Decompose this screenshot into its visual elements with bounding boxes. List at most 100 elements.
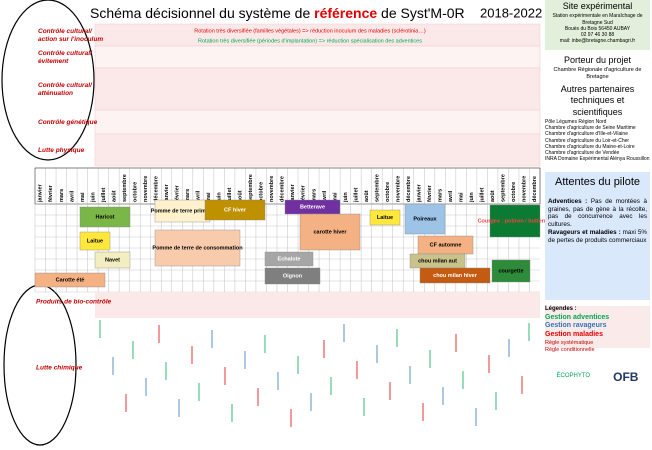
month-label: mars — [59, 189, 65, 202]
crop-label: chou milan hiver — [433, 273, 478, 279]
crop-label: Betterave — [300, 204, 325, 210]
legend-rule: Règle conditionnelle — [545, 346, 595, 353]
crop-label: CF hiver — [224, 207, 247, 213]
month-label: novembre — [269, 176, 275, 202]
month-label: février — [174, 184, 180, 202]
crop-block — [299, 213, 361, 251]
crop-label: Pomme de terre primeur — [151, 208, 215, 214]
partner-item: Pôle Légumes Région Nord — [545, 118, 607, 125]
attentes-text: Adventices : Pas de montées à graines, p… — [545, 198, 650, 245]
ravageurs-text: maxi 5% de pertes de produits commerciau… — [548, 229, 647, 245]
month-label: août — [364, 190, 370, 202]
month-label: mai — [459, 192, 465, 202]
month-label: janvier — [416, 183, 422, 203]
logo: ÉCOPHYTO — [556, 373, 591, 380]
month-label: septembre — [374, 174, 380, 202]
partners-title: Autres partenaires techniques et scienti… — [560, 84, 635, 117]
crop-block — [79, 206, 131, 228]
month-label: octobre — [259, 182, 265, 202]
month-label: avril — [69, 190, 75, 202]
crop-label: Haricot — [96, 214, 115, 220]
month-label: mars — [311, 189, 317, 202]
month-label: avril — [448, 190, 454, 202]
row-label: Contrôle génétique — [38, 119, 98, 126]
legend-box: Légendes : Gestion adventices Gestion rav… — [545, 306, 650, 353]
month-label: juillet — [101, 187, 107, 203]
legend-items: Gestion adventices Gestion ravageurs Gesti… — [545, 314, 650, 354]
month-label: mai — [206, 192, 212, 202]
attentes-box: Attentes du pilote Adventices : Pas de m… — [545, 172, 650, 300]
site-line: mail: inbe@bretagne.chambagri.fr — [559, 38, 636, 45]
logo: OFB — [613, 369, 639, 384]
month-label: juin — [90, 192, 96, 203]
adventices-text: Pas de montées à graines, pas de gène à … — [548, 197, 647, 229]
partner-item: INRA Domaine Expérimental Alénya Roussil… — [545, 156, 650, 163]
month-label: septembre — [501, 174, 507, 202]
site-line: Station expérimentale en Maraîchage de B… — [552, 13, 643, 26]
month-label: novembre — [143, 176, 149, 202]
crop-label: carotte hiver — [313, 229, 347, 235]
row-label: Contrôle cultural/atténuation — [38, 82, 93, 97]
title-highlight: référence — [314, 5, 377, 21]
legend-rule: Règle systématique — [545, 339, 594, 346]
partner-items: Pôle Légumes Région Nord Chambre d'agricu… — [545, 119, 650, 163]
crop-label: CF automne — [430, 242, 462, 248]
crop-block — [34, 272, 106, 288]
crop-block — [154, 229, 241, 267]
month-label: décembre — [406, 176, 412, 202]
lower-band — [95, 292, 540, 318]
month-label: mai — [332, 192, 338, 202]
site-box: Site expérimental Station expérimentale … — [545, 0, 650, 50]
crop-label: Echalote — [278, 256, 301, 262]
crop-label: Navet — [105, 257, 120, 263]
row-label: Contrôle cultural/évitement — [38, 50, 93, 65]
crop-label: Carotte été — [56, 277, 85, 283]
row-band — [94, 109, 541, 135]
partner-item: Chambre d'agriculture du Loir-et-Cher — [545, 137, 630, 144]
month-label: décembre — [153, 176, 159, 202]
crop-block — [264, 267, 321, 285]
crop-label: Poireaux — [413, 216, 437, 222]
month-label: août — [238, 190, 244, 202]
month-label: octobre — [511, 182, 517, 202]
row-label: Contrôle cultural/action sur l'inoculum — [38, 28, 103, 43]
row-band — [94, 133, 541, 167]
month-label: février — [48, 184, 54, 202]
ravageurs-head: Ravageurs et maladies : — [548, 229, 621, 237]
crop-block — [204, 199, 266, 221]
legend-item: Gestion maladies — [545, 331, 603, 338]
porteur-item: Chambre Régionale d'agriculture de Breta… — [553, 67, 642, 81]
crop-block — [489, 204, 541, 238]
crop-label: Oignon — [283, 273, 303, 279]
month-label: octobre — [132, 182, 138, 202]
crop-block — [264, 251, 314, 267]
month-label: mars — [438, 189, 444, 202]
month-label: février — [427, 184, 433, 202]
month-label: janvier — [164, 183, 170, 203]
month-label: octobre — [385, 182, 391, 202]
site-title: Site expérimental — [562, 1, 633, 11]
crop-label: chou milan aut — [418, 258, 457, 264]
title-part: de Syst'M-0R — [377, 5, 464, 21]
lower-label: Lutte chimique — [36, 365, 83, 372]
crop-block — [79, 231, 111, 251]
month-label: avril — [196, 190, 202, 202]
month-label: novembre — [522, 176, 528, 202]
title: Schéma décisionnel du système de référen… — [90, 5, 465, 21]
porteur-title: Porteur du projet — [563, 55, 632, 65]
legend-item: Gestion adventices — [545, 313, 610, 321]
month-label: septembre — [248, 174, 254, 202]
title-part: Schéma décisionnel du système de — [90, 5, 314, 21]
month-label: juin — [217, 192, 223, 203]
month-label: juin — [469, 192, 475, 203]
month-label: décembre — [280, 176, 286, 202]
month-label: septembre — [122, 174, 128, 202]
partner-item: Chambre d'agriculture d'Ille-et-Vilaine — [545, 131, 628, 138]
month-label: juillet — [353, 187, 359, 203]
partner-item: Chambre d'agriculture de Seine Maritime — [545, 125, 636, 131]
month-label: juillet — [480, 187, 486, 203]
porteur-items: Chambre Régionale d'agriculture de Breta… — [545, 67, 650, 81]
legend-item: Gestion ravageurs — [545, 322, 607, 330]
logo-row: ÉCOPHYTO OFB — [545, 362, 650, 392]
lower-label: Produits de bio-contrôle — [36, 299, 111, 306]
